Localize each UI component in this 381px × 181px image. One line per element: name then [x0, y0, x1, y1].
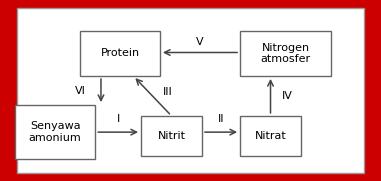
Text: III: III [163, 87, 173, 97]
Text: Nitrit: Nitrit [157, 131, 186, 141]
Text: Senyawa
amonium: Senyawa amonium [29, 121, 82, 143]
Text: IV: IV [282, 91, 293, 101]
FancyBboxPatch shape [15, 105, 95, 159]
FancyBboxPatch shape [240, 31, 331, 76]
Text: V: V [196, 37, 204, 47]
Text: Nitrat: Nitrat [255, 131, 287, 141]
FancyBboxPatch shape [17, 8, 364, 173]
Text: VI: VI [75, 85, 85, 96]
FancyBboxPatch shape [80, 31, 160, 76]
Text: Protein: Protein [101, 48, 139, 58]
Text: Nitrogen
atmosfer: Nitrogen atmosfer [261, 43, 311, 64]
Text: II: II [218, 114, 224, 125]
FancyBboxPatch shape [240, 116, 301, 156]
FancyBboxPatch shape [141, 116, 202, 156]
Text: I: I [117, 114, 120, 125]
